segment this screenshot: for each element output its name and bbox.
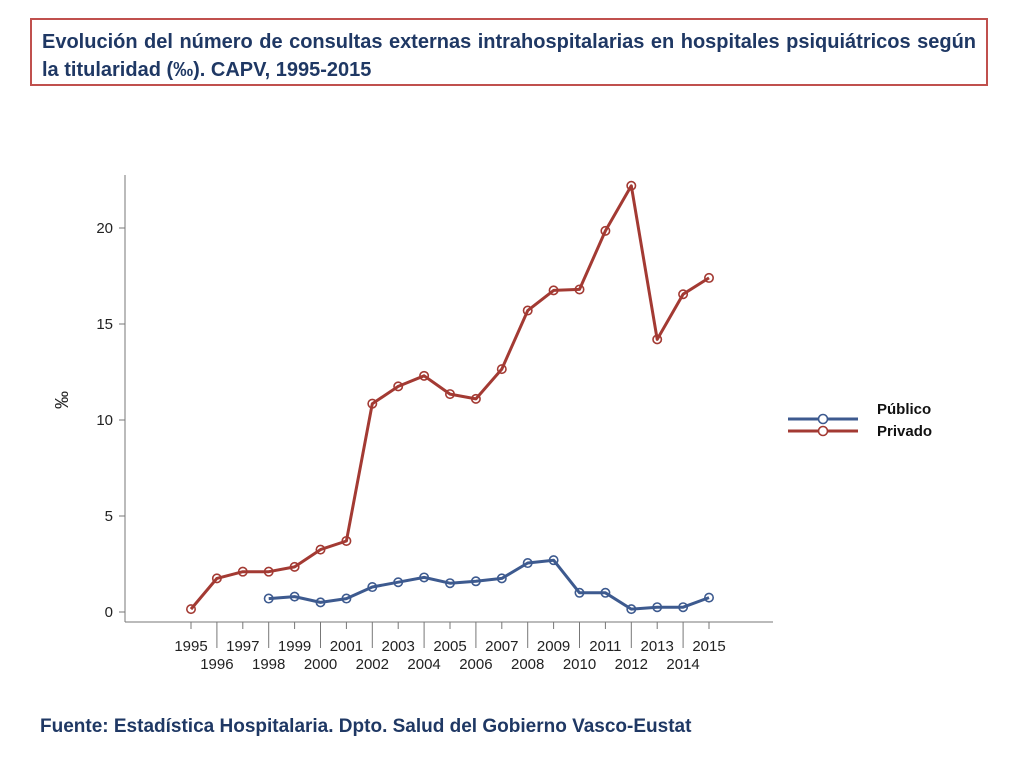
x-tick-label: 2008 bbox=[511, 656, 544, 673]
data-point-privado bbox=[600, 225, 611, 236]
y-tick-label: 20 bbox=[96, 220, 113, 237]
y-tick-label: 15 bbox=[96, 316, 113, 333]
x-tick-label: 2005 bbox=[433, 638, 466, 655]
x-tick-label: 2011 bbox=[589, 638, 621, 655]
data-point-publico bbox=[522, 558, 533, 569]
data-point-publico bbox=[393, 577, 404, 588]
legend: Público Privado bbox=[788, 401, 932, 440]
legend-marker-publico bbox=[817, 413, 829, 425]
data-point-privado bbox=[703, 272, 714, 283]
data-point-publico bbox=[652, 602, 663, 613]
data-point-privado bbox=[626, 180, 637, 191]
x-tick-label: 2013 bbox=[641, 638, 674, 655]
series-layer bbox=[186, 180, 714, 615]
data-point-publico bbox=[289, 591, 300, 602]
data-point-privado bbox=[419, 370, 430, 381]
x-tick-label: 2012 bbox=[615, 656, 648, 673]
data-point-publico bbox=[600, 587, 611, 598]
data-point-publico bbox=[263, 593, 274, 604]
data-point-privado bbox=[393, 381, 404, 392]
y-tick-label: 0 bbox=[105, 604, 113, 621]
x-tick-label: 2003 bbox=[382, 638, 415, 655]
title-box: Evolución del número de consultas extern… bbox=[30, 18, 988, 86]
data-point-privado bbox=[186, 604, 197, 615]
data-point-publico bbox=[496, 573, 507, 584]
x-tick-label: 1995 bbox=[174, 638, 207, 655]
x-tick-label: 2004 bbox=[407, 656, 440, 673]
data-point-publico bbox=[341, 593, 352, 604]
data-point-publico bbox=[444, 578, 455, 589]
series-line-privado bbox=[189, 184, 710, 611]
series-line-publico bbox=[268, 558, 710, 611]
data-point-publico bbox=[678, 602, 689, 613]
data-point-privado bbox=[341, 535, 352, 546]
y-tick-label: 10 bbox=[96, 412, 113, 429]
x-tick-label: 1996 bbox=[200, 656, 233, 673]
data-point-privado bbox=[315, 544, 326, 555]
data-point-publico bbox=[419, 572, 430, 583]
data-point-privado bbox=[367, 398, 378, 409]
x-tick-label: 1998 bbox=[252, 656, 285, 673]
x-tick-label: 1997 bbox=[226, 638, 259, 655]
legend-label-privado: Privado bbox=[877, 423, 932, 440]
chart-title: Evolución del número de consultas extern… bbox=[42, 31, 976, 81]
x-tick-label: 2000 bbox=[304, 656, 337, 673]
data-point-privado bbox=[289, 561, 300, 572]
data-point-publico bbox=[315, 597, 326, 608]
legend-marker-privado bbox=[817, 425, 829, 437]
y-tick-label: 5 bbox=[105, 508, 113, 525]
data-point-privado bbox=[652, 334, 663, 345]
x-tick-label: 2007 bbox=[485, 638, 518, 655]
data-point-privado bbox=[470, 393, 481, 404]
data-point-privado bbox=[263, 566, 274, 577]
x-tick-label: 2014 bbox=[666, 656, 699, 673]
data-point-publico bbox=[703, 592, 714, 603]
data-point-publico bbox=[470, 576, 481, 587]
y-axis-label: ‰ bbox=[52, 391, 72, 409]
data-point-publico bbox=[574, 587, 585, 598]
data-point-privado bbox=[496, 364, 507, 375]
legend-label-publico: Público bbox=[877, 401, 931, 418]
x-tick-label: 2006 bbox=[459, 656, 492, 673]
x-tick-label: 2015 bbox=[692, 638, 725, 655]
data-point-privado bbox=[237, 566, 248, 577]
data-point-privado bbox=[574, 284, 585, 295]
data-point-privado bbox=[548, 285, 559, 296]
data-point-publico bbox=[367, 582, 378, 593]
axes: 05101520‰1995199619971998199920002001200… bbox=[52, 175, 773, 673]
x-tick-label: 2010 bbox=[563, 656, 596, 673]
x-tick-label: 2009 bbox=[537, 638, 570, 655]
data-point-publico bbox=[626, 604, 637, 615]
source-note: Fuente: Estadística Hospitalaria. Dpto. … bbox=[40, 716, 692, 737]
x-tick-label: 2001 bbox=[330, 638, 363, 655]
data-point-publico bbox=[548, 555, 559, 566]
data-point-privado bbox=[211, 573, 222, 584]
x-tick-label: 1999 bbox=[278, 638, 311, 655]
x-tick-label: 2002 bbox=[356, 656, 389, 673]
data-point-privado bbox=[444, 389, 455, 400]
data-point-privado bbox=[678, 289, 689, 300]
data-point-privado bbox=[522, 305, 533, 316]
